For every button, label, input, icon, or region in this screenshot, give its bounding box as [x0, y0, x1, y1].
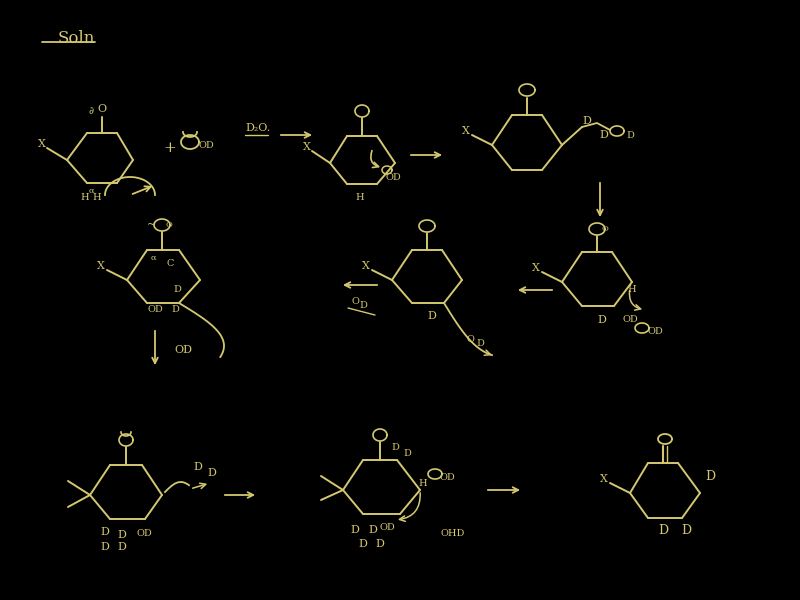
- Text: D₂O.: D₂O.: [246, 123, 270, 133]
- Text: OD: OD: [379, 523, 395, 533]
- Text: D: D: [626, 130, 634, 139]
- Text: OD: OD: [198, 142, 214, 151]
- Text: H: H: [356, 193, 364, 202]
- Text: ~: ~: [146, 220, 156, 230]
- Text: OD: OD: [622, 316, 638, 325]
- Text: α: α: [88, 187, 94, 195]
- Text: D: D: [705, 469, 715, 482]
- Text: D: D: [358, 539, 367, 549]
- Text: Soln: Soln: [58, 30, 95, 47]
- Text: X: X: [362, 261, 370, 271]
- Text: D: D: [582, 116, 591, 126]
- Text: OHD: OHD: [441, 529, 465, 539]
- Text: D: D: [101, 542, 110, 552]
- Text: ∂: ∂: [89, 107, 94, 115]
- Text: D: D: [375, 539, 385, 549]
- Text: D: D: [118, 530, 126, 540]
- Text: H: H: [628, 286, 636, 295]
- Text: X: X: [97, 261, 105, 271]
- Text: O: O: [466, 335, 474, 344]
- Text: D: D: [207, 468, 217, 478]
- Text: D: D: [403, 449, 411, 458]
- Text: D: D: [350, 525, 359, 535]
- Text: H: H: [93, 193, 102, 202]
- Text: D: D: [427, 311, 437, 321]
- Text: O: O: [602, 225, 609, 233]
- Text: D: D: [598, 315, 606, 325]
- Text: X: X: [600, 474, 608, 484]
- Text: O: O: [351, 298, 359, 307]
- Text: D: D: [118, 542, 126, 552]
- Text: α: α: [150, 254, 156, 262]
- Text: D: D: [194, 462, 202, 472]
- Text: X: X: [462, 126, 470, 136]
- Text: D: D: [101, 527, 110, 537]
- Text: D: D: [391, 443, 399, 451]
- Text: X: X: [303, 142, 311, 152]
- Text: OD: OD: [439, 473, 455, 482]
- Text: D: D: [171, 305, 179, 314]
- Text: H: H: [81, 193, 90, 202]
- Text: OD: OD: [647, 328, 663, 337]
- Text: C: C: [166, 259, 174, 268]
- Text: OD: OD: [385, 173, 401, 182]
- Text: H: H: [418, 479, 427, 488]
- Text: D: D: [369, 525, 378, 535]
- Text: D: D: [681, 523, 691, 536]
- Text: O: O: [98, 104, 106, 114]
- Text: D: D: [599, 130, 609, 140]
- Text: D: D: [359, 301, 367, 311]
- Text: D: D: [476, 340, 484, 349]
- Text: D: D: [658, 523, 668, 536]
- Text: D: D: [173, 286, 181, 295]
- Text: X: X: [38, 139, 46, 149]
- Text: O: O: [166, 221, 173, 229]
- Text: X: X: [532, 263, 540, 273]
- Text: +: +: [164, 141, 176, 155]
- Text: OD: OD: [147, 305, 163, 314]
- Text: OD: OD: [174, 345, 192, 355]
- Text: OD: OD: [136, 529, 152, 538]
